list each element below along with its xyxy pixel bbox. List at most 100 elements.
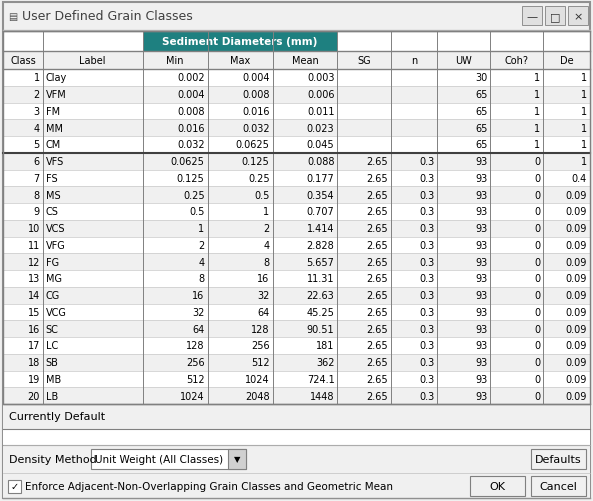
Text: 65: 65 xyxy=(475,107,487,117)
Text: 0.09: 0.09 xyxy=(566,341,587,351)
Bar xyxy=(3,404,590,429)
Text: 93: 93 xyxy=(475,173,487,183)
Text: 0.25: 0.25 xyxy=(183,190,205,200)
Text: 17: 17 xyxy=(27,341,40,351)
Text: 0.0625: 0.0625 xyxy=(171,157,205,167)
Text: 45.25: 45.25 xyxy=(307,307,334,317)
Text: 0.09: 0.09 xyxy=(566,307,587,317)
Text: 18: 18 xyxy=(28,357,40,367)
Text: 1: 1 xyxy=(534,123,540,133)
Bar xyxy=(3,87,590,103)
Text: 93: 93 xyxy=(475,291,487,301)
Text: MM: MM xyxy=(46,123,63,133)
Text: 1: 1 xyxy=(581,140,587,150)
Bar xyxy=(3,137,590,153)
Text: 2.65: 2.65 xyxy=(366,324,388,334)
Text: Unit Weight (All Classes): Unit Weight (All Classes) xyxy=(95,454,223,464)
Text: 65: 65 xyxy=(475,123,487,133)
Text: 0.3: 0.3 xyxy=(419,274,434,284)
Text: VFG: VFG xyxy=(46,240,66,250)
Text: □: □ xyxy=(550,12,560,22)
Bar xyxy=(3,220,590,237)
Text: 0.09: 0.09 xyxy=(566,274,587,284)
Text: 0: 0 xyxy=(534,374,540,384)
Bar xyxy=(3,153,590,170)
Text: 1024: 1024 xyxy=(245,374,269,384)
Text: 93: 93 xyxy=(475,391,487,401)
Text: VFM: VFM xyxy=(46,90,66,100)
Bar xyxy=(3,203,590,220)
Text: 2.65: 2.65 xyxy=(366,240,388,250)
Text: 0.3: 0.3 xyxy=(419,223,434,233)
Text: 0.09: 0.09 xyxy=(566,207,587,217)
Text: 0.125: 0.125 xyxy=(242,157,269,167)
Text: 15: 15 xyxy=(27,307,40,317)
Text: 0: 0 xyxy=(534,157,540,167)
Text: —: — xyxy=(527,12,538,22)
Text: MB: MB xyxy=(46,374,61,384)
Text: 20: 20 xyxy=(27,391,40,401)
Text: 2.65: 2.65 xyxy=(366,207,388,217)
Text: 8: 8 xyxy=(263,257,269,267)
Bar xyxy=(3,271,590,287)
Text: 2.65: 2.65 xyxy=(366,157,388,167)
Text: Label: Label xyxy=(79,56,106,66)
Bar xyxy=(3,70,590,87)
Text: 256: 256 xyxy=(186,357,205,367)
Text: 30: 30 xyxy=(475,73,487,83)
Text: 181: 181 xyxy=(316,341,334,351)
Text: Min: Min xyxy=(166,56,184,66)
Text: 0.09: 0.09 xyxy=(566,190,587,200)
Text: 1024: 1024 xyxy=(180,391,205,401)
Text: 2: 2 xyxy=(34,90,40,100)
Text: 32: 32 xyxy=(192,307,205,317)
Text: 0.002: 0.002 xyxy=(177,73,205,83)
Text: 0.3: 0.3 xyxy=(419,240,434,250)
Text: Enforce Adjacent-Non-Overlapping Grain Classes and Geometric Mean: Enforce Adjacent-Non-Overlapping Grain C… xyxy=(25,481,393,491)
Text: 13: 13 xyxy=(28,274,40,284)
Text: 512: 512 xyxy=(251,357,269,367)
Text: 93: 93 xyxy=(475,274,487,284)
Text: 0: 0 xyxy=(534,173,540,183)
Text: 0.3: 0.3 xyxy=(419,357,434,367)
Text: 0: 0 xyxy=(534,307,540,317)
Text: De: De xyxy=(560,56,573,66)
Text: 0.3: 0.3 xyxy=(419,157,434,167)
Text: VFS: VFS xyxy=(46,157,64,167)
Text: 1: 1 xyxy=(534,73,540,83)
Text: 4: 4 xyxy=(34,123,40,133)
Bar xyxy=(545,7,565,26)
Text: 724.1: 724.1 xyxy=(307,374,334,384)
Text: 1: 1 xyxy=(581,157,587,167)
Text: 1.414: 1.414 xyxy=(307,223,334,233)
Text: 2.65: 2.65 xyxy=(366,257,388,267)
Text: 93: 93 xyxy=(475,357,487,367)
Text: 19: 19 xyxy=(28,374,40,384)
Text: 65: 65 xyxy=(475,140,487,150)
Text: 16: 16 xyxy=(192,291,205,301)
Text: 1448: 1448 xyxy=(310,391,334,401)
Text: Density Method: Density Method xyxy=(9,454,97,464)
Text: CG: CG xyxy=(46,291,60,301)
Text: 0.707: 0.707 xyxy=(307,207,334,217)
Bar xyxy=(3,287,590,304)
Bar xyxy=(3,3,590,31)
Text: 93: 93 xyxy=(475,374,487,384)
Text: 2.65: 2.65 xyxy=(366,291,388,301)
Bar xyxy=(3,170,590,187)
Text: 0: 0 xyxy=(534,190,540,200)
Text: 0.023: 0.023 xyxy=(307,123,334,133)
Text: 8: 8 xyxy=(199,274,205,284)
Text: 0.3: 0.3 xyxy=(419,190,434,200)
Text: 6: 6 xyxy=(34,157,40,167)
Text: 2.65: 2.65 xyxy=(366,357,388,367)
Bar xyxy=(3,52,590,70)
Text: 9: 9 xyxy=(34,207,40,217)
Bar xyxy=(3,187,590,203)
Text: 0: 0 xyxy=(534,391,540,401)
Text: Cancel: Cancel xyxy=(540,481,578,491)
Bar xyxy=(3,429,590,445)
Text: 93: 93 xyxy=(475,207,487,217)
Text: 0.09: 0.09 xyxy=(566,357,587,367)
Text: 0.011: 0.011 xyxy=(307,107,334,117)
